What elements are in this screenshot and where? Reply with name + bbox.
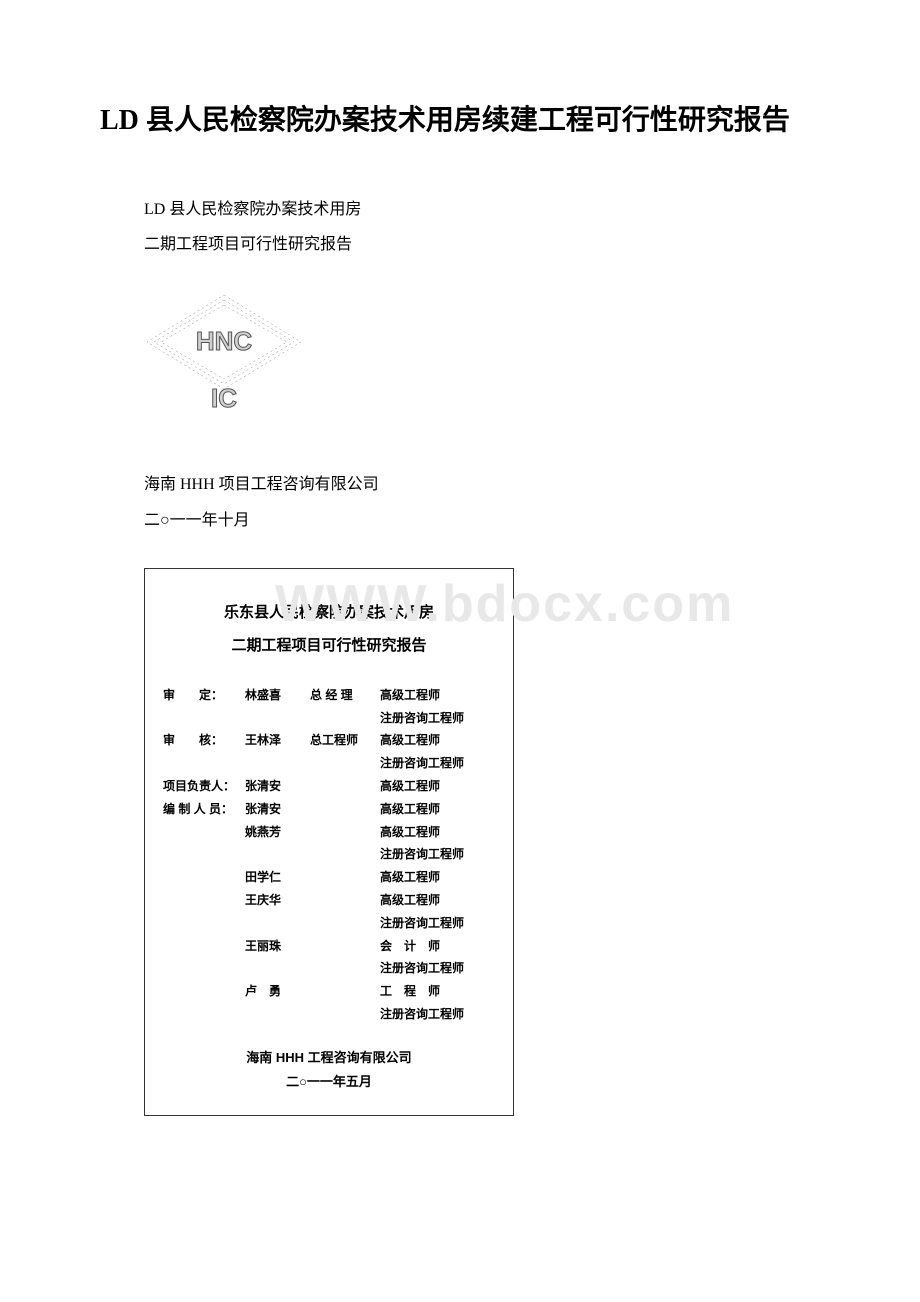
personnel-row: 姚燕芳 高级工程师 xyxy=(163,821,495,844)
personnel-row: 审 核： 王林泽 总工程师 高级工程师 xyxy=(163,729,495,752)
company-name: 海南 HHH 项目工程咨询有限公司 xyxy=(144,467,820,502)
personnel-row: 王丽珠 会 计 师 xyxy=(163,935,495,958)
title-cell: 注册咨询工程师 xyxy=(380,752,495,775)
role-cell: 审 定： xyxy=(163,684,245,707)
role-cell xyxy=(163,935,245,958)
name-cell: 王庆华 xyxy=(245,889,310,912)
title-cell: 高级工程师 xyxy=(380,684,495,707)
box-footer: 海南 HHH 工程咨询有限公司 二○一一年五月 xyxy=(163,1046,495,1095)
hnc-logo: HNC IC xyxy=(144,292,304,422)
title-cell: 高级工程师 xyxy=(380,798,495,821)
name-cell: 张清安 xyxy=(245,798,310,821)
name-cell xyxy=(245,707,310,730)
personnel-row: 注册咨询工程师 xyxy=(163,707,495,730)
name-cell: 林盛喜 xyxy=(245,684,310,707)
personnel-row: 注册咨询工程师 xyxy=(163,1003,495,1026)
personnel-row: 注册咨询工程师 xyxy=(163,843,495,866)
position-cell xyxy=(310,935,380,958)
role-cell: 编 制 人 员： xyxy=(163,798,245,821)
name-cell: 王丽珠 xyxy=(245,935,310,958)
position-cell xyxy=(310,1003,380,1026)
title-cell: 高级工程师 xyxy=(380,866,495,889)
subtitle-line-2: 二期工程项目可行性研究报告 xyxy=(144,227,820,262)
document-main-title: LD 县人民检察院办案技术用房续建工程可行性研究报告 xyxy=(100,100,820,142)
title-cell: 注册咨询工程师 xyxy=(380,1003,495,1026)
name-cell xyxy=(245,1003,310,1026)
role-cell xyxy=(163,752,245,775)
title-cell: 高级工程师 xyxy=(380,775,495,798)
position-cell xyxy=(310,980,380,1003)
position-cell: 总 经 理 xyxy=(310,684,380,707)
role-cell xyxy=(163,707,245,730)
personnel-row: 编 制 人 员： 张清安 高级工程师 xyxy=(163,798,495,821)
role-cell: 审 核： xyxy=(163,729,245,752)
inner-document-box: WWW.bdocx.com 乐东县人民检察院办案技术用房 二期工程项目可行性研究… xyxy=(144,568,514,1116)
position-cell xyxy=(310,752,380,775)
company-info-block: 海南 HHH 项目工程咨询有限公司 二○一一年十月 xyxy=(100,467,820,537)
role-cell: 项目负责人： xyxy=(163,775,245,798)
title-cell: 高级工程师 xyxy=(380,821,495,844)
watermark-text: WWW.bdocx.com xyxy=(275,574,734,634)
position-cell xyxy=(310,821,380,844)
role-cell xyxy=(163,1003,245,1026)
personnel-row: 田学仁 高级工程师 xyxy=(163,866,495,889)
personnel-row: 注册咨询工程师 xyxy=(163,752,495,775)
role-cell xyxy=(163,957,245,980)
role-cell xyxy=(163,889,245,912)
svg-text:HNC: HNC xyxy=(196,326,253,356)
name-cell: 王林泽 xyxy=(245,729,310,752)
logo-container: HNC IC xyxy=(100,292,820,427)
personnel-row: 卢 勇 工 程 师 xyxy=(163,980,495,1003)
title-cell: 工 程 师 xyxy=(380,980,495,1003)
name-cell xyxy=(245,843,310,866)
footer-date: 二○一一年五月 xyxy=(163,1070,495,1095)
role-cell xyxy=(163,866,245,889)
name-cell: 卢 勇 xyxy=(245,980,310,1003)
role-cell xyxy=(163,843,245,866)
name-cell xyxy=(245,912,310,935)
position-cell xyxy=(310,957,380,980)
subtitle-line-1: LD 县人民检察院办案技术用房 xyxy=(144,192,820,227)
position-cell xyxy=(310,707,380,730)
name-cell xyxy=(245,957,310,980)
footer-company: 海南 HHH 工程咨询有限公司 xyxy=(163,1046,495,1071)
title-cell: 高级工程师 xyxy=(380,889,495,912)
role-cell xyxy=(163,980,245,1003)
personnel-row: 注册咨询工程师 xyxy=(163,957,495,980)
personnel-row: 审 定： 林盛喜 总 经 理 高级工程师 xyxy=(163,684,495,707)
document-date: 二○一一年十月 xyxy=(144,503,820,538)
title-cell: 注册咨询工程师 xyxy=(380,843,495,866)
personnel-row: 注册咨询工程师 xyxy=(163,912,495,935)
role-cell xyxy=(163,821,245,844)
title-cell: 注册咨询工程师 xyxy=(380,957,495,980)
position-cell xyxy=(310,866,380,889)
personnel-row: 项目负责人： 张清安 高级工程师 xyxy=(163,775,495,798)
name-cell: 田学仁 xyxy=(245,866,310,889)
name-cell: 张清安 xyxy=(245,775,310,798)
title-cell: 会 计 师 xyxy=(380,935,495,958)
title-cell: 注册咨询工程师 xyxy=(380,912,495,935)
personnel-table: 审 定： 林盛喜 总 经 理 高级工程师 注册咨询工程师 审 核： 王林泽 总工… xyxy=(163,684,495,1026)
svg-text:IC: IC xyxy=(211,383,237,413)
position-cell xyxy=(310,798,380,821)
title-cell: 注册咨询工程师 xyxy=(380,707,495,730)
role-cell xyxy=(163,912,245,935)
name-cell: 姚燕芳 xyxy=(245,821,310,844)
position-cell: 总工程师 xyxy=(310,729,380,752)
inner-document-box-container: WWW.bdocx.com 乐东县人民检察院办案技术用房 二期工程项目可行性研究… xyxy=(100,568,820,1116)
position-cell xyxy=(310,775,380,798)
personnel-row: 王庆华 高级工程师 xyxy=(163,889,495,912)
position-cell xyxy=(310,843,380,866)
position-cell xyxy=(310,912,380,935)
subtitle-block: LD 县人民检察院办案技术用房 二期工程项目可行性研究报告 xyxy=(100,192,820,262)
title-cell: 高级工程师 xyxy=(380,729,495,752)
position-cell xyxy=(310,889,380,912)
name-cell xyxy=(245,752,310,775)
box-subtitle: 二期工程项目可行性研究报告 xyxy=(163,632,495,659)
